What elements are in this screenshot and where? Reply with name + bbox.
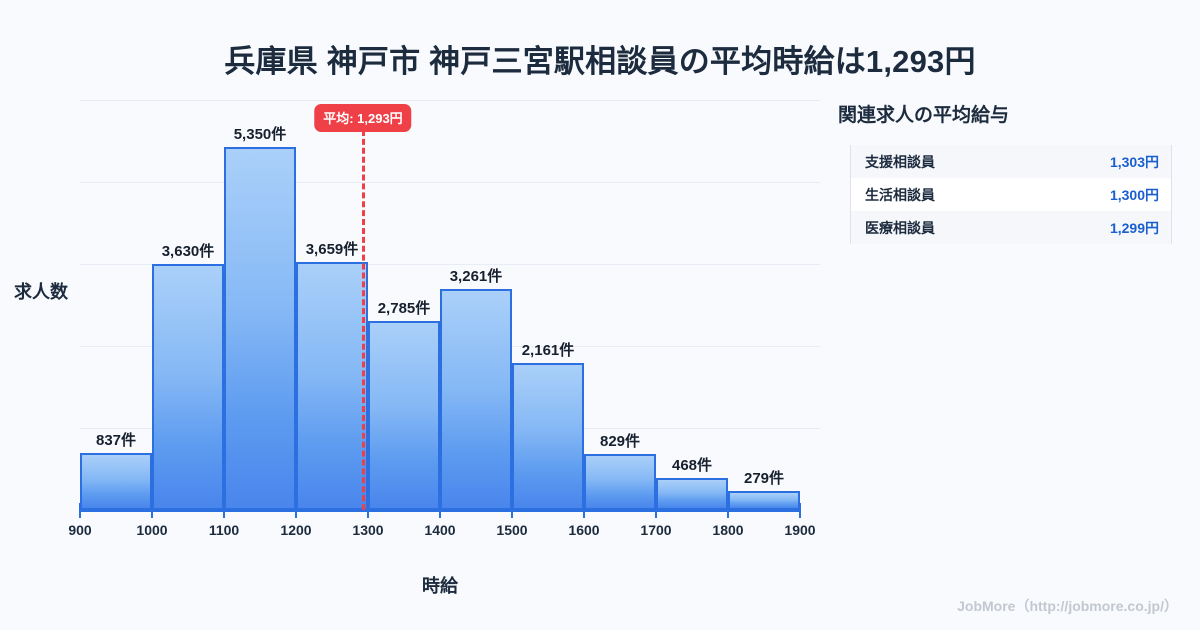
table-row-value: 1,303円 (1109, 153, 1159, 170)
x-tick (511, 503, 513, 518)
x-tick (583, 503, 585, 518)
bar (368, 321, 440, 510)
x-tick-label: 1100 (208, 522, 240, 538)
table-row-label: 支援相談員 (865, 153, 935, 170)
x-tick-label: 1300 (352, 522, 384, 538)
bar-value-label: 829件 (599, 432, 641, 450)
x-tick-label: 1000 (136, 522, 168, 538)
page-title: 兵庫県 神戸市 神戸三宮駅相談員の平均時給は1,293円 (224, 44, 976, 79)
x-tick (367, 503, 369, 518)
related-salary-panel: 関連求人の平均給与 支援相談員 1,303円生活相談員 1,300円医療相談員 1,2… (838, 100, 1186, 244)
bar-value-label: 5,350件 (233, 126, 287, 144)
table-row: 医療相談員 1,299円 (851, 211, 1171, 244)
x-tick (799, 503, 801, 518)
bar (296, 261, 368, 510)
table-row-value: 1,300円 (1109, 186, 1159, 203)
histogram-chart: 837件 3,630件 5,350件 3,659件 2,785件 3,261件 2,161件… (14, 100, 820, 596)
x-axis-title: 時給 (422, 576, 458, 596)
table-row-label: 生活相談員 (865, 186, 935, 203)
bar (584, 453, 656, 510)
panel-heading: 関連求人の平均給与 (838, 105, 1010, 126)
bar (80, 453, 152, 510)
bar (440, 288, 512, 510)
average-line (361, 130, 365, 510)
bar (224, 147, 296, 510)
x-tick (655, 503, 657, 518)
bar-value-label: 279件 (743, 470, 785, 488)
x-tick (151, 503, 153, 518)
x-tick (727, 503, 729, 518)
table-row-value: 1,299円 (1109, 219, 1159, 236)
y-axis-title: 求人数 (14, 282, 68, 302)
x-tick-label: 1900 (784, 522, 816, 538)
bar-value-label: 2,161件 (521, 342, 575, 360)
bar (512, 363, 584, 510)
bar (728, 491, 800, 510)
x-tick (223, 503, 225, 518)
bar-value-label: 468件 (671, 457, 713, 475)
bar-value-label: 3,261件 (449, 267, 503, 285)
x-tick-label: 1400 (424, 522, 456, 538)
bar-value-label: 3,630件 (161, 242, 215, 260)
x-tick-label: 1200 (280, 522, 312, 538)
x-tick (295, 503, 297, 518)
gridline (80, 264, 820, 265)
x-tick-label: 900 (68, 522, 92, 538)
bar (656, 478, 728, 510)
bar-value-label: 3,659件 (305, 240, 359, 258)
x-tick (439, 503, 441, 518)
x-tick-label: 1800 (712, 522, 744, 538)
bar-value-label: 837件 (95, 432, 137, 450)
x-tick-label: 1700 (640, 522, 672, 538)
table-row: 生活相談員 1,300円 (851, 178, 1171, 211)
x-tick (79, 503, 81, 518)
bar (152, 263, 224, 510)
bar-value-label: 2,785件 (377, 300, 431, 318)
gridline (80, 182, 820, 183)
watermark-footer: JobMore（http://jobmore.co.jp/） (957, 598, 1178, 614)
gridline (80, 100, 820, 101)
related-salary-table: 支援相談員 1,303円生活相談員 1,300円医療相談員 1,299円 (850, 145, 1172, 244)
table-row-label: 医療相談員 (865, 219, 935, 236)
x-tick-label: 1600 (568, 522, 600, 538)
x-tick-label: 1500 (496, 522, 528, 538)
average-badge: 平均: 1,293円 (314, 104, 412, 132)
table-row: 支援相談員 1,303円 (851, 145, 1171, 178)
